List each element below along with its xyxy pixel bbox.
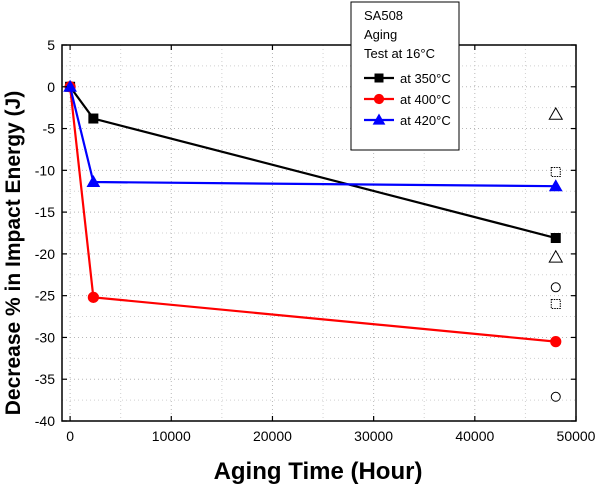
extra-data-point bbox=[548, 249, 564, 263]
extra-data-point bbox=[550, 299, 561, 310]
legend-header-test: Test at 16°C bbox=[364, 46, 435, 61]
legend-header-process: Aging bbox=[364, 27, 397, 42]
legend-item: at 400°C bbox=[364, 92, 451, 107]
legend-item: at 420°C bbox=[364, 113, 451, 128]
y-tick-label: -25 bbox=[35, 288, 55, 304]
series-2 bbox=[63, 79, 563, 192]
y-tick-label: -10 bbox=[35, 162, 55, 178]
legend-item: at 350°C bbox=[364, 71, 451, 86]
y-tick-label: -30 bbox=[35, 329, 55, 345]
legend-header-material: SA508 bbox=[364, 8, 403, 23]
x-tick-label: 50000 bbox=[557, 428, 596, 444]
y-tick-label: -20 bbox=[35, 246, 55, 262]
series-point bbox=[550, 233, 561, 244]
extra-data-point bbox=[550, 282, 561, 293]
y-axis-title: Decrease % in Impact Energy (J) bbox=[2, 91, 25, 415]
legend-label: at 400°C bbox=[400, 92, 451, 107]
legend: SA508 Aging Test at 16°C at 350°C at 400°… bbox=[350, 1, 460, 151]
series-point bbox=[87, 291, 99, 303]
extra-data-point bbox=[550, 167, 561, 178]
x-tick-label: 40000 bbox=[455, 428, 494, 444]
x-tick-label: 0 bbox=[66, 428, 74, 444]
series-point bbox=[548, 179, 563, 192]
legend-box bbox=[350, 1, 460, 151]
legend-swatch-marker bbox=[374, 73, 384, 83]
x-tick-label: 10000 bbox=[152, 428, 191, 444]
plot-frame bbox=[61, 44, 577, 422]
legend-label: at 420°C bbox=[400, 113, 451, 128]
y-tick-label: -5 bbox=[43, 121, 56, 137]
extra-data-point bbox=[548, 106, 564, 120]
series-point bbox=[550, 336, 562, 348]
series-point bbox=[86, 175, 101, 188]
y-tick-label: -15 bbox=[35, 204, 55, 220]
legend-swatch-marker bbox=[373, 93, 385, 105]
y-tick-label: -35 bbox=[35, 371, 55, 387]
legend-label: at 350°C bbox=[400, 71, 451, 86]
y-tick-label: 0 bbox=[47, 79, 55, 95]
series-point bbox=[63, 79, 77, 92]
series-point bbox=[88, 113, 99, 124]
x-axis-title: Aging Time (Hour) bbox=[214, 458, 423, 485]
x-tick-label: 20000 bbox=[253, 428, 292, 444]
legend-swatch-marker bbox=[372, 113, 386, 125]
x-tick-label: 30000 bbox=[354, 428, 393, 444]
y-tick-label: 5 bbox=[47, 37, 55, 53]
extra-data-point bbox=[550, 391, 561, 402]
y-tick-label: -40 bbox=[35, 413, 55, 429]
